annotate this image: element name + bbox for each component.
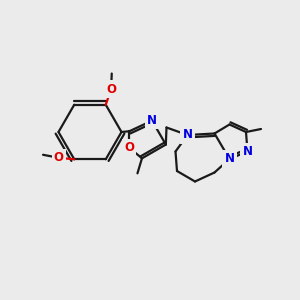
- Text: O: O: [54, 151, 64, 164]
- Text: N: N: [147, 114, 157, 127]
- Text: O: O: [124, 141, 134, 154]
- Text: N: N: [242, 145, 253, 158]
- Text: N: N: [224, 152, 235, 166]
- Text: O: O: [106, 82, 116, 96]
- Text: N: N: [182, 128, 193, 142]
